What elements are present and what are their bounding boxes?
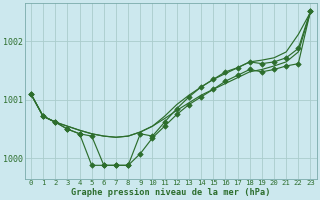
X-axis label: Graphe pression niveau de la mer (hPa): Graphe pression niveau de la mer (hPa) [71,188,270,197]
